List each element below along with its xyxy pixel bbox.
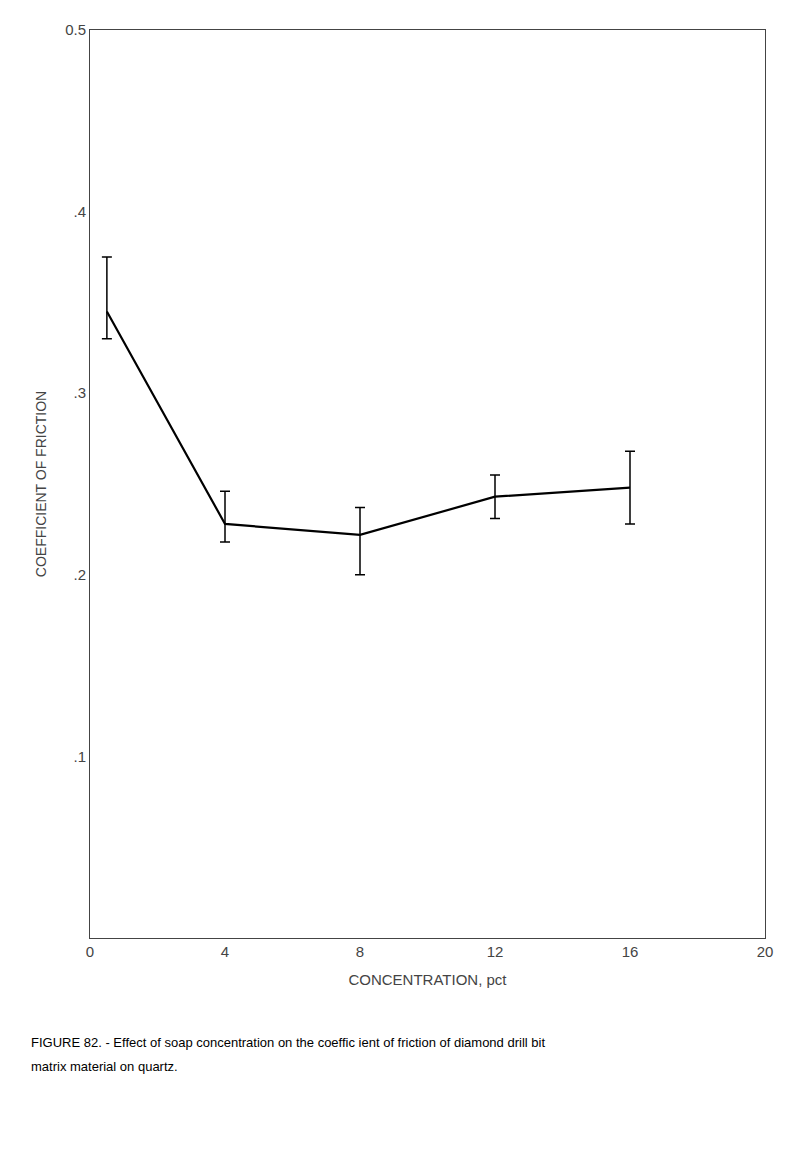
svg-text:0: 0	[86, 943, 94, 960]
svg-text:COEFFICIENT OF FRICTION: COEFFICIENT OF FRICTION	[33, 391, 49, 577]
svg-text:4: 4	[221, 943, 229, 960]
svg-text:.3: .3	[73, 384, 86, 401]
svg-text:12: 12	[487, 943, 504, 960]
svg-text:CONCENTRATION, pct: CONCENTRATION, pct	[348, 971, 507, 988]
svg-text:.2: .2	[73, 566, 86, 583]
svg-text:matrix material on quartz.: matrix material on quartz.	[31, 1059, 178, 1074]
svg-text:20: 20	[757, 943, 774, 960]
svg-text:8: 8	[356, 943, 364, 960]
svg-text:FIGURE 82. - Effect of soap co: FIGURE 82. - Effect of soap concentratio…	[31, 1035, 545, 1050]
svg-text:.1: .1	[73, 748, 86, 765]
svg-text:16: 16	[622, 943, 639, 960]
svg-text:0.5: 0.5	[65, 21, 86, 38]
svg-text:.4: .4	[73, 203, 86, 220]
